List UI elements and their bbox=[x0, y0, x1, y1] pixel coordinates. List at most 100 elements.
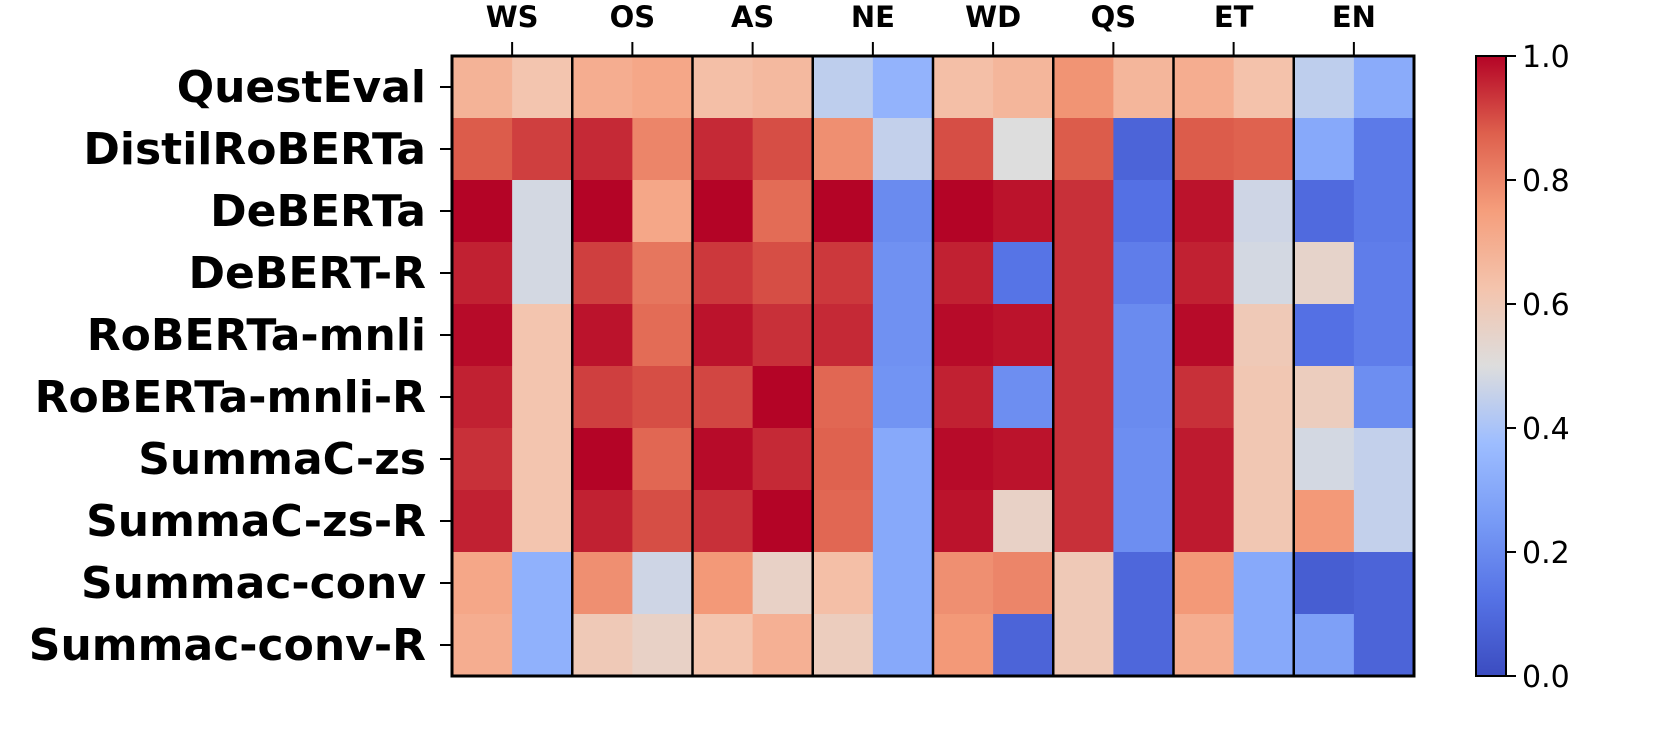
heatmap-cell bbox=[1233, 180, 1295, 243]
heatmap-cell bbox=[1293, 242, 1355, 305]
heatmap-cell bbox=[1173, 56, 1235, 119]
heatmap-cell bbox=[1233, 614, 1295, 677]
heatmap-cell bbox=[512, 614, 573, 677]
column-label: ET bbox=[1214, 0, 1254, 34]
heatmap-cell bbox=[872, 366, 934, 429]
heatmap-cell bbox=[1173, 552, 1235, 615]
colorbar-tick-label: 0.8 bbox=[1522, 164, 1570, 199]
heatmap-cell bbox=[572, 552, 633, 615]
heatmap-cell bbox=[1353, 614, 1415, 677]
heatmap-cell bbox=[752, 490, 814, 553]
heatmap-cell bbox=[812, 366, 874, 429]
heatmap-cell bbox=[572, 614, 633, 677]
heatmap-cell bbox=[1173, 614, 1235, 677]
heatmap-cell bbox=[632, 490, 694, 553]
heatmap-cell bbox=[1173, 428, 1235, 491]
heatmap-cell bbox=[872, 428, 934, 491]
heatmap-cell bbox=[1353, 56, 1415, 119]
heatmap-cell bbox=[752, 614, 814, 677]
heatmap-cell bbox=[452, 304, 513, 367]
row-label: DeBERTa bbox=[210, 186, 426, 237]
colorbar-tick-label: 0.6 bbox=[1522, 288, 1570, 323]
heatmap-cell bbox=[512, 366, 573, 429]
heatmap-cell bbox=[1173, 366, 1235, 429]
heatmap-cell bbox=[632, 614, 694, 677]
column-label: EN bbox=[1332, 0, 1376, 34]
heatmap-cell bbox=[512, 180, 573, 243]
heatmap-cell bbox=[1353, 242, 1415, 305]
heatmap-cell bbox=[812, 118, 874, 181]
heatmap-cell bbox=[512, 304, 573, 367]
heatmap-cell bbox=[933, 490, 994, 553]
heatmap-cell bbox=[872, 180, 934, 243]
heatmap-cell bbox=[1173, 490, 1235, 553]
heatmap-cell bbox=[933, 552, 994, 615]
colorbar-tick-label: 0.4 bbox=[1522, 412, 1570, 447]
heatmap-cell bbox=[933, 180, 994, 243]
heatmap-cell bbox=[1113, 56, 1175, 119]
heatmap-cell bbox=[993, 242, 1054, 305]
heatmap-cell bbox=[452, 366, 513, 429]
heatmap-cell bbox=[452, 180, 513, 243]
heatmap-cell bbox=[572, 428, 633, 491]
column-group-separators bbox=[571, 56, 1295, 676]
heatmap-cell bbox=[1353, 366, 1415, 429]
heatmap-cell bbox=[872, 242, 934, 305]
heatmap-cell bbox=[512, 428, 573, 491]
heatmap-cell bbox=[933, 614, 994, 677]
colorbar bbox=[1475, 55, 1507, 677]
column-label: AS bbox=[731, 0, 774, 34]
heatmap-cell bbox=[692, 118, 754, 181]
heatmap-cell bbox=[812, 428, 874, 491]
heatmap-cell bbox=[752, 304, 814, 367]
heatmap-cell bbox=[692, 366, 754, 429]
heatmap-cell bbox=[632, 118, 694, 181]
heatmap-cell bbox=[812, 552, 874, 615]
heatmap-cell bbox=[812, 242, 874, 305]
heatmap-cell bbox=[933, 304, 994, 367]
heatmap-cell bbox=[572, 490, 633, 553]
heatmap-cell bbox=[632, 56, 694, 119]
row-labels: QuestEval DistilRoBERTa DeBERTa DeBERT-R RoB… bbox=[29, 62, 452, 671]
heatmap-cell bbox=[1233, 428, 1295, 491]
heatmap-cell bbox=[993, 118, 1054, 181]
heatmap-cell bbox=[452, 552, 513, 615]
heatmap-cell bbox=[1233, 490, 1295, 553]
heatmap-cell bbox=[1113, 304, 1175, 367]
heatmap-cell bbox=[933, 56, 994, 119]
heatmap-cell bbox=[1353, 428, 1415, 491]
heatmap-cell bbox=[1293, 304, 1355, 367]
heatmap-cell bbox=[1053, 490, 1114, 553]
colorbar-ticks: 0.0 0.2 0.4 0.6 0.8 1.0 bbox=[1506, 40, 1570, 695]
heatmap-cell bbox=[1293, 180, 1355, 243]
heatmap-cell bbox=[1113, 118, 1175, 181]
heatmap-cell bbox=[1293, 490, 1355, 553]
heatmap-cell bbox=[1053, 56, 1114, 119]
heatmap-cell bbox=[812, 490, 874, 553]
heatmap-cell bbox=[1233, 242, 1295, 305]
heatmap-cell bbox=[872, 490, 934, 553]
heatmap-cell bbox=[1053, 366, 1114, 429]
heatmap-cell bbox=[1353, 552, 1415, 615]
heatmap-cell bbox=[1113, 366, 1175, 429]
column-label: OS bbox=[610, 0, 656, 34]
heatmap-cell bbox=[933, 428, 994, 491]
heatmap-cell bbox=[452, 56, 513, 119]
heatmap-cell bbox=[452, 490, 513, 553]
colorbar-tick-label: 0.2 bbox=[1522, 536, 1570, 571]
row-label: Summac-conv bbox=[81, 558, 426, 609]
heatmap-cell bbox=[1233, 56, 1295, 119]
column-label: QS bbox=[1091, 0, 1137, 34]
heatmap-cell bbox=[993, 552, 1054, 615]
heatmap-cell bbox=[692, 614, 754, 677]
heatmap-cell bbox=[1353, 304, 1415, 367]
heatmap-cell bbox=[752, 552, 814, 615]
heatmap-cell bbox=[1353, 118, 1415, 181]
heatmap-cell bbox=[812, 304, 874, 367]
heatmap-cell bbox=[872, 118, 934, 181]
heatmap-cell bbox=[993, 490, 1054, 553]
heatmap-cell bbox=[1053, 118, 1114, 181]
heatmap-cell bbox=[752, 366, 814, 429]
heatmap-cell bbox=[1113, 242, 1175, 305]
heatmap-cell bbox=[692, 242, 754, 305]
